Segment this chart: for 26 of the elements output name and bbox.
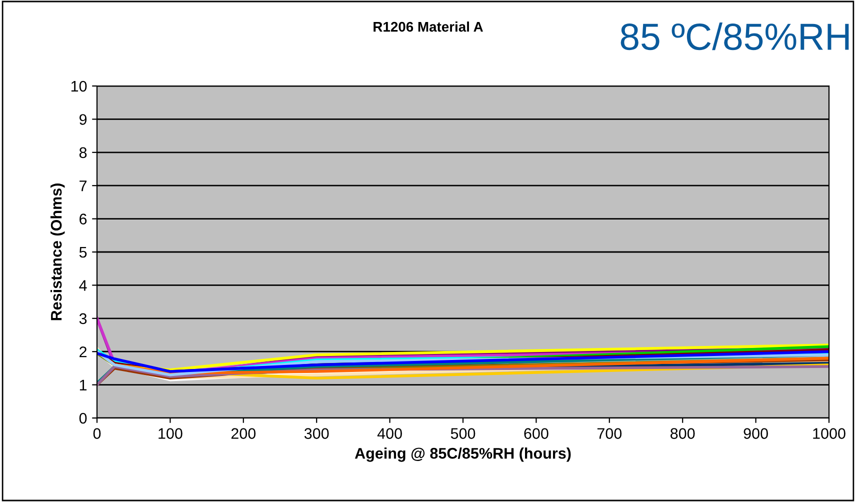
y-tick-label: 4 [79, 280, 87, 291]
y-tick-label: 8 [79, 147, 87, 158]
x-tick-label: 1000 [813, 428, 846, 439]
x-tick-label: 600 [524, 428, 548, 439]
x-tick-label: 900 [744, 428, 768, 439]
y-tick-label: 7 [80, 180, 87, 192]
x-tick-label: 0 [93, 428, 101, 439]
x-tick-label: 700 [597, 428, 622, 439]
y-tick-label: 9 [80, 114, 87, 125]
y-tick-label: 6 [80, 214, 87, 224]
y-tick-label: 2 [80, 346, 87, 358]
y-tick-label: 0 [79, 412, 87, 424]
y-tick-label: 5 [79, 247, 87, 258]
x-tick-label: 400 [377, 428, 402, 439]
chart-title: R1206 Material A [374, 22, 483, 32]
text: 85 ºC/85%RH [620, 22, 849, 50]
x-axis-title: Ageing @ 85C/85%RH (hours) [354, 448, 571, 462]
y-tick-label: 3 [79, 313, 87, 324]
x-tick-label: 200 [231, 428, 256, 439]
x-tick-label: 300 [304, 428, 329, 439]
y-tick-label: 10 [71, 80, 87, 92]
x-tick-label: 800 [670, 428, 695, 439]
x-tick-label: 100 [158, 428, 182, 439]
y-axis-title: Resistance (Ohms) [50, 184, 65, 320]
x-tick-label: 500 [450, 428, 476, 439]
y-tick-label: 1 [80, 380, 87, 390]
